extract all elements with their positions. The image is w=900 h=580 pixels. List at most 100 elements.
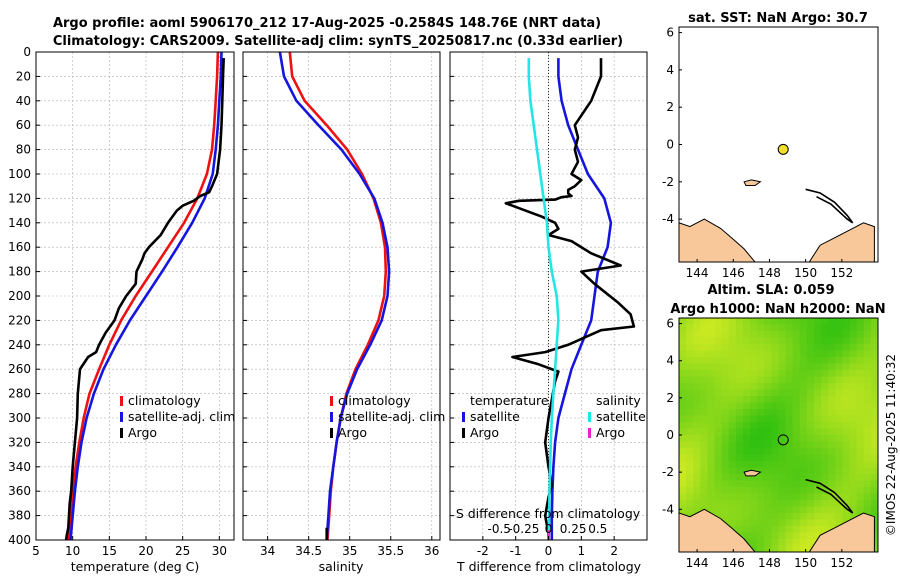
sla-cell — [714, 441, 723, 449]
sla-cell — [835, 396, 844, 404]
sla-cell — [771, 506, 780, 514]
sla-cell — [778, 402, 787, 410]
sla-cell — [679, 467, 687, 475]
sla-cell — [828, 474, 836, 482]
sla-cell — [814, 428, 822, 436]
sla-cell — [693, 344, 701, 352]
x-tick-label: -2 — [477, 544, 489, 558]
sla-cell — [750, 532, 758, 540]
sla-cell — [792, 448, 801, 456]
sla-cell — [693, 422, 701, 430]
sla-cell — [842, 415, 851, 423]
sla-cell — [856, 435, 865, 443]
sla-cell — [863, 350, 872, 358]
sla-cell — [778, 428, 787, 436]
sla-cell — [863, 344, 872, 352]
sla-cell — [743, 344, 751, 352]
sla-cell — [792, 363, 801, 371]
sla-cell — [721, 396, 730, 404]
sla-cell — [728, 474, 737, 482]
sla-cell — [679, 441, 687, 449]
sla-cell — [863, 389, 872, 397]
sla-cell — [835, 344, 844, 352]
sla-cell — [728, 500, 737, 508]
sla-cell — [771, 337, 780, 345]
sla-cell — [792, 526, 801, 534]
sla-cell — [870, 461, 878, 469]
sla-cell — [771, 493, 780, 501]
sla-cell — [750, 526, 758, 534]
legend-label-climatology: climatology — [338, 393, 411, 408]
sla-cell — [750, 370, 758, 378]
sla-cell — [792, 454, 801, 462]
sla-cell — [806, 357, 815, 365]
sla-cell — [814, 454, 822, 462]
sla-cell — [700, 357, 708, 365]
sla-cell — [693, 454, 701, 462]
sla-cell — [743, 363, 751, 371]
imos-timestamp: ©IMOS 22-Aug-2025 11:40:32 — [884, 354, 898, 536]
sla-cell — [856, 376, 865, 384]
sla-cell — [743, 350, 751, 358]
sla-cell — [743, 532, 751, 540]
sla-cell — [821, 383, 829, 391]
sla-cell — [778, 331, 787, 339]
sla-cell — [750, 409, 758, 417]
sla-cell — [828, 415, 836, 423]
sla-cell — [799, 526, 808, 534]
sla-cell — [799, 467, 808, 475]
sla-cell — [735, 474, 744, 482]
sla-cell — [771, 545, 780, 552]
sla-cell — [835, 363, 844, 371]
sla-cell — [842, 337, 851, 345]
sla-cell — [870, 441, 878, 449]
sla-cell — [771, 435, 780, 443]
sla-cell — [750, 422, 758, 430]
sla-cell — [693, 389, 701, 397]
y-tick-label: -2 — [662, 175, 674, 189]
sla-cell — [863, 383, 872, 391]
sla-cell — [735, 409, 744, 417]
salinity-legend: climatology satellite-adj. clim Argo — [330, 393, 445, 440]
salinity-xlabel: salinity — [319, 559, 364, 574]
legend-label-s-satellite: satellite — [596, 409, 646, 424]
sla-cell — [792, 493, 801, 501]
sla-cell — [792, 324, 801, 332]
sla-cell — [806, 435, 815, 443]
legend-label-s-argo: Argo — [596, 425, 625, 440]
sla-cell — [863, 428, 872, 436]
sla-cell — [743, 402, 751, 410]
sla-cell — [721, 513, 730, 521]
sla-cell — [785, 467, 794, 475]
sla-cell — [721, 324, 730, 332]
sla-cell — [721, 383, 730, 391]
x-tick-label: 35.5 — [377, 544, 404, 558]
sla-cell — [743, 370, 751, 378]
y-tick-label: 180 — [8, 265, 31, 279]
sla-cell — [707, 344, 716, 352]
sla-cell — [764, 454, 772, 462]
sla-cell — [757, 513, 765, 521]
sla-cell — [785, 545, 794, 552]
sla-cell — [693, 318, 701, 326]
sla-cell — [870, 493, 878, 501]
sla-cell — [750, 344, 758, 352]
sla-cell — [743, 493, 751, 501]
sla-cell — [870, 506, 878, 514]
sla-cell — [721, 331, 730, 339]
sla-cell — [700, 363, 708, 371]
sla-cell — [728, 337, 737, 345]
sla-cell — [870, 454, 878, 462]
sla-cell — [849, 415, 858, 423]
sla-cell — [679, 506, 687, 514]
sla-cell — [721, 428, 730, 436]
sla-cell — [728, 467, 737, 475]
sla-cell — [728, 506, 737, 514]
sla-cell — [814, 376, 822, 384]
sla-cell — [686, 370, 694, 378]
sla-cell — [814, 532, 822, 540]
sla-cell — [735, 363, 744, 371]
sla-cell — [821, 526, 829, 534]
sla-cell — [799, 448, 808, 456]
